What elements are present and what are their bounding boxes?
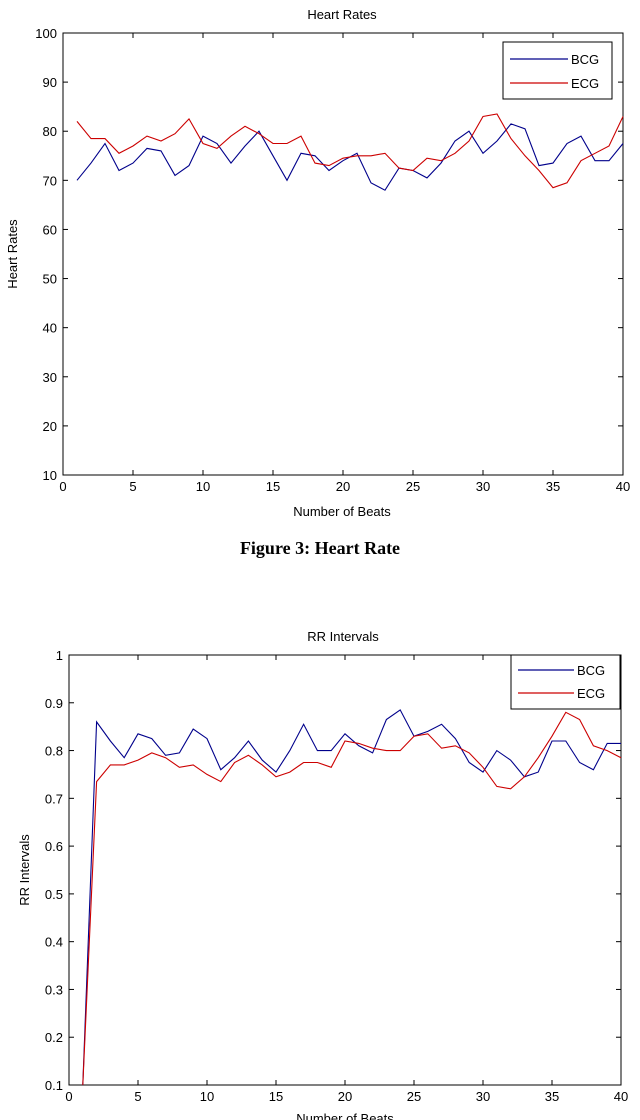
- chart1-xtick-label: 30: [476, 479, 490, 494]
- chart2-ytick-label: 0.1: [45, 1078, 63, 1093]
- chart2-xtick-label: 10: [200, 1089, 214, 1104]
- chart2-ytick-label: 0.8: [45, 744, 63, 759]
- chart2-ticks: 0 5 10 15 20 25 30 35 40 0.1 0.2 0.3 0.4 0.5 0.6 0.7 0.8…: [45, 648, 628, 1104]
- chart1-ytick-label: 10: [43, 468, 57, 483]
- chart1-legend: BCG ECG: [502, 41, 613, 100]
- chart1-xtick-label: 35: [546, 479, 560, 494]
- chart2-xlabel: Number of Beats: [296, 1111, 394, 1120]
- chart2-ytick-label: 0.3: [45, 982, 63, 997]
- chart2-legend: BCG ECG: [510, 654, 621, 710]
- chart1-xtick-label: 10: [196, 479, 210, 494]
- chart1-legend-ecg-label: ECG: [571, 76, 599, 91]
- chart2-legend-ecg-label: ECG: [577, 686, 605, 701]
- chart2-series-bcg-line: [82, 709, 621, 1086]
- chart1-xlabel: Number of Beats: [293, 504, 391, 519]
- chart2-ytick-label: 0.9: [45, 696, 63, 711]
- chart2-xtick-label: 30: [476, 1089, 490, 1104]
- chart1-series-ecg-line: [76, 113, 624, 189]
- chart1-ytick-label: 50: [43, 272, 57, 287]
- chart1-series: [76, 113, 624, 191]
- chart1-xtick-label: 15: [266, 479, 280, 494]
- chart2-ylabel: RR Intervals: [17, 834, 32, 906]
- chart2-plot-area: [68, 654, 622, 1086]
- chart1-ytick-label: 100: [35, 26, 57, 41]
- chart2-ytick-label: 0.7: [45, 791, 63, 806]
- chart2-xtick-label: 0: [65, 1089, 72, 1104]
- chart2-xtick-label: 35: [545, 1089, 559, 1104]
- chart1-plot-area: [62, 32, 624, 476]
- chart2-xtick-label: 15: [269, 1089, 283, 1104]
- chart1-ytick-label: 60: [43, 222, 57, 237]
- chart1-xtick-label: 25: [406, 479, 420, 494]
- chart2-title: RR Intervals: [307, 629, 379, 644]
- chart2-ytick-label: 1: [56, 648, 63, 663]
- chart1-legend-box: [502, 41, 613, 100]
- chart1-ytick-label: 90: [43, 75, 57, 90]
- chart2-xtick-label: 20: [338, 1089, 352, 1104]
- chart1-ytick-label: 20: [43, 419, 57, 434]
- figure-3-caption: Figure 3: Heart Rate: [239, 538, 401, 558]
- chart2-ytick-label: 0.6: [45, 839, 63, 854]
- chart1-ytick-label: 30: [43, 370, 57, 385]
- chart2-xtick-label: 25: [407, 1089, 421, 1104]
- chart2-xtick-label: 5: [134, 1089, 141, 1104]
- chart2-ytick-label: 0.2: [45, 1030, 63, 1045]
- chart1-xtick-label: 5: [129, 479, 136, 494]
- chart1-ylabel: Heart Rates: [5, 219, 20, 289]
- chart1-xtick-label: 0: [59, 479, 66, 494]
- chart1-xtick-label: 20: [336, 479, 350, 494]
- chart2-ytick-label: 0.4: [45, 935, 63, 950]
- chart2-legend-box: [510, 654, 621, 710]
- chart1-ticks: 0 5 10 15 20 25 30 35 40 10 20 30 40 50 60 70 80 90 100: [35, 26, 630, 494]
- chart2-series: [82, 709, 622, 1086]
- chart2-xtick-label: 40: [614, 1089, 628, 1104]
- chart1-legend-bcg-label: BCG: [571, 52, 599, 67]
- chart2-series-ecg-line: [82, 711, 622, 1086]
- chart1-ytick-label: 70: [43, 173, 57, 188]
- chart1-xtick-label: 40: [616, 479, 630, 494]
- chart1-title: Heart Rates: [307, 7, 377, 22]
- heart-rate-chart: Heart Rates 0 5 10 15 20 25 30 35 40 10 20 30 40 50 60…: [5, 7, 630, 519]
- chart2-ytick-label: 0.5: [45, 887, 63, 902]
- chart1-ytick-label: 80: [43, 124, 57, 139]
- chart1-ytick-label: 40: [43, 321, 57, 336]
- chart2-legend-bcg-label: BCG: [577, 663, 605, 678]
- rr-intervals-chart: RR Intervals 0 5 10 15 20 25 30 35 40 0.1 0.2 0.3 0.…: [17, 629, 628, 1120]
